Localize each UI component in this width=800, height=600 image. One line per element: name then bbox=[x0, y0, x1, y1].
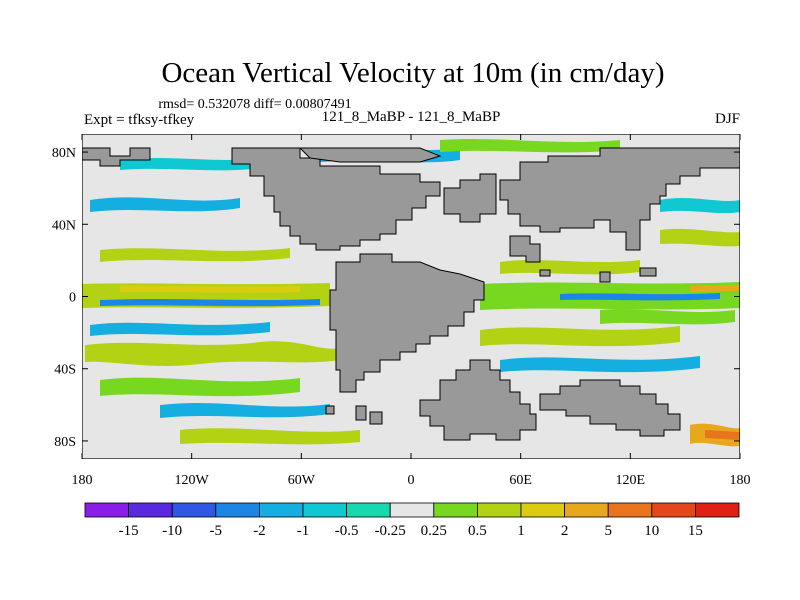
colorbar-label: 1 bbox=[517, 523, 525, 539]
southern-band-6 bbox=[500, 356, 700, 373]
colorbar-swatch bbox=[389, 502, 435, 518]
colorbar-label: 2 bbox=[561, 523, 569, 539]
southern-band-4 bbox=[160, 402, 330, 418]
land-antarctica-east bbox=[539, 379, 681, 437]
west-pacific-band bbox=[660, 198, 740, 214]
x-tick-label: 180 bbox=[72, 473, 93, 488]
land-islands-se bbox=[539, 267, 657, 283]
x-tick-label: 180 bbox=[730, 473, 751, 488]
left-label: Expt = tfksy-tfkey bbox=[84, 112, 195, 128]
x-tick-label: 60E bbox=[509, 473, 532, 488]
colorbar-swatch bbox=[476, 502, 522, 518]
colorbar-swatch bbox=[128, 502, 173, 518]
map-field bbox=[82, 134, 740, 459]
southern-band-3 bbox=[100, 377, 300, 397]
colorbar-swatch bbox=[215, 502, 260, 518]
y-tick-label: 0 bbox=[69, 291, 76, 306]
colorbar-label: 5 bbox=[604, 523, 612, 539]
colorbar-label: -1 bbox=[297, 523, 310, 539]
southern-band-10 bbox=[705, 430, 740, 440]
y-axis: 80N 40N 0 40S 80S bbox=[52, 146, 740, 450]
colorbar-swatch bbox=[695, 502, 740, 518]
colorbar-label: -10 bbox=[162, 523, 182, 539]
land-greenland bbox=[298, 147, 442, 163]
land-south-america bbox=[329, 253, 485, 393]
colorbar-label: 0.5 bbox=[468, 523, 487, 539]
north-pacific-band-3 bbox=[120, 158, 260, 171]
land-arabia bbox=[509, 235, 541, 263]
land-masses bbox=[82, 147, 740, 441]
colorbar-swatch bbox=[346, 502, 391, 518]
colorbar-swatch bbox=[302, 502, 347, 518]
southern-band-1 bbox=[85, 341, 340, 366]
colorbar-swatch bbox=[258, 502, 304, 518]
land-eurasia bbox=[499, 147, 740, 251]
colorbar: -15 -10 -5 -2 -1 -0.5 -0.25 0.25 0.5 1 2 5 10 15 bbox=[84, 502, 740, 539]
colorbar-label: -0.25 bbox=[375, 523, 406, 539]
center-label: 121_8_MaBP - 121_8_MaBP bbox=[322, 109, 501, 125]
colorbar-swatch bbox=[564, 502, 609, 518]
chart-title: Ocean Vertical Velocity at 10m (in cm/da… bbox=[161, 57, 664, 89]
x-tick-label: 60W bbox=[288, 473, 316, 488]
colorbar-label: -0.5 bbox=[335, 523, 359, 539]
southern-band-2 bbox=[90, 322, 270, 336]
right-label: DJF bbox=[715, 111, 740, 127]
colorbar-swatch bbox=[651, 502, 696, 518]
colorbar-label: -5 bbox=[210, 523, 223, 539]
y-tick-label: 40S bbox=[54, 363, 76, 378]
y-tick-label: 80S bbox=[54, 435, 76, 450]
colorbar-swatch bbox=[171, 502, 217, 518]
colorbar-swatch bbox=[607, 502, 653, 518]
colorbar-label: 10 bbox=[644, 523, 659, 539]
colorbar-swatch bbox=[520, 502, 565, 518]
southern-band-7 bbox=[600, 309, 735, 325]
land-antarctica-west bbox=[419, 359, 537, 441]
equatorial-downwelling-indian bbox=[560, 293, 720, 301]
southern-band-8 bbox=[180, 428, 360, 445]
colorbar-label: 15 bbox=[688, 523, 703, 539]
colorbar-swatch bbox=[84, 502, 129, 518]
equatorial-upwelling-indian bbox=[690, 285, 740, 292]
north-pacific-band-1 bbox=[90, 197, 240, 212]
y-tick-label: 40N bbox=[52, 218, 76, 233]
stats-line: rmsd= 0.532078 diff= 0.00807491 bbox=[158, 97, 351, 112]
colorbar-label: -2 bbox=[253, 523, 266, 539]
land-north-america bbox=[231, 147, 441, 251]
land-europe bbox=[443, 173, 497, 223]
x-tick-label: 120E bbox=[616, 473, 646, 488]
equatorial-upwelling-pacific bbox=[120, 285, 300, 293]
north-pacific-band-2 bbox=[100, 248, 290, 262]
north-indian-band bbox=[500, 260, 640, 275]
y-tick-label: 80N bbox=[52, 146, 76, 161]
arctic-band bbox=[440, 139, 620, 153]
southern-band-5 bbox=[480, 326, 680, 347]
colorbar-label: 0.25 bbox=[421, 523, 447, 539]
colorbar-label: -15 bbox=[119, 523, 139, 539]
x-tick-label: 120W bbox=[175, 473, 210, 488]
equatorial-downwelling-pacific bbox=[100, 299, 320, 307]
land-islands-sw bbox=[325, 405, 383, 425]
x-axis: 180 120W 60W 0 60E 120E 180 bbox=[72, 134, 751, 488]
land-islands-west bbox=[82, 147, 151, 167]
x-tick-label: 0 bbox=[408, 473, 415, 488]
east-pacific-cells bbox=[660, 228, 740, 247]
colorbar-swatch bbox=[433, 502, 478, 518]
